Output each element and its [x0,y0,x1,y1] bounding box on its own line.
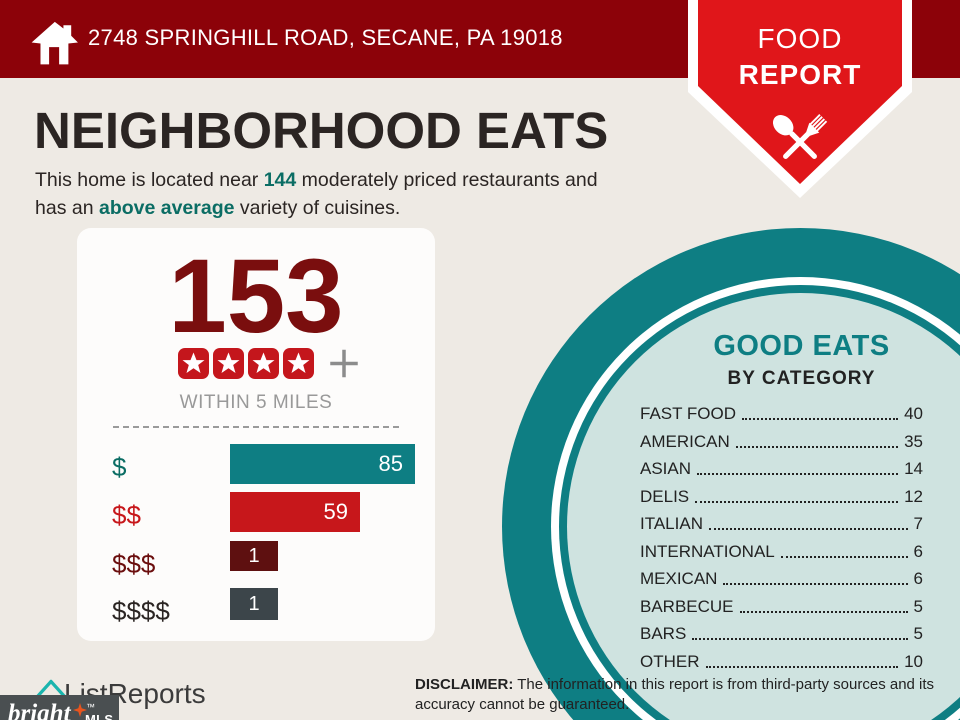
svg-text:FOOD: FOOD [758,23,843,54]
svg-text:REPORT: REPORT [739,59,862,90]
